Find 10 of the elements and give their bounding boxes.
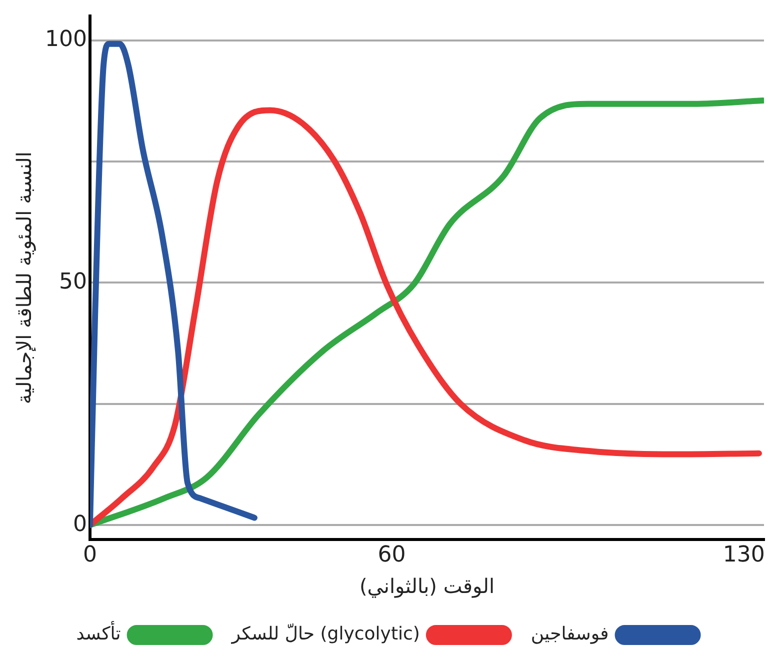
y-axis-title: النسبة المئوية للطاقة الإجمالية — [12, 152, 36, 404]
legend-label: حالّ للسكر (glycolytic) — [230, 622, 420, 645]
y-tick-label: 50 — [58, 269, 87, 294]
legend-label: فوسفاجين — [530, 624, 609, 645]
y-tick-label: 100 — [44, 27, 87, 52]
x-tick-label: 130 — [722, 542, 765, 568]
x-axis-title: الوقت (بالثواني) — [359, 574, 495, 598]
legend-label: تأكسد — [76, 620, 121, 645]
x-tick-label: 60 — [378, 542, 406, 568]
y-tick-label: 0 — [72, 512, 87, 537]
